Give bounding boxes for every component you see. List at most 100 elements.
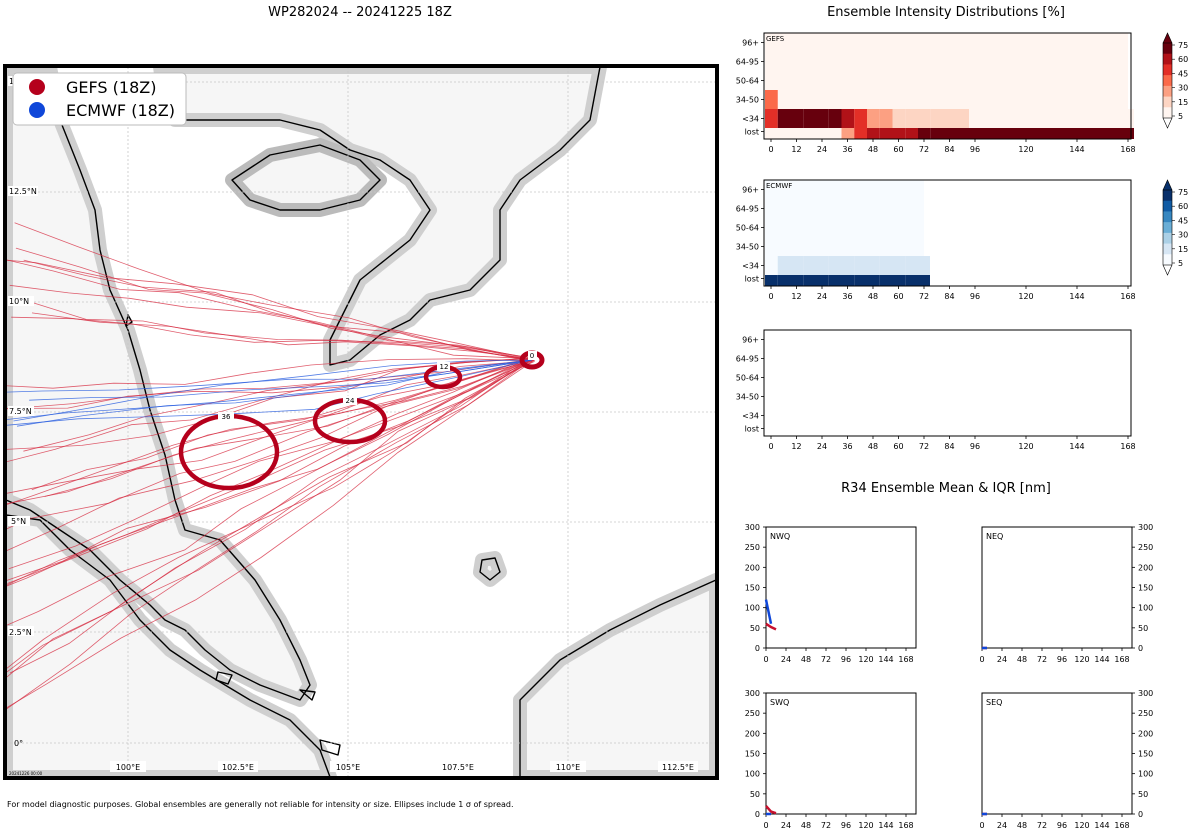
- heatmap-cell: [1097, 128, 1123, 139]
- r34-quadrant-seq: SEQ0 24 48 72 96 120 144 168050100150200250300: [979, 689, 1153, 830]
- legend-gefs-label: GEFS (18Z): [66, 78, 156, 97]
- r34-y-tick: 200: [745, 729, 760, 738]
- heatmap-cell: [803, 275, 816, 286]
- r34-x-tick: 48: [1017, 821, 1027, 830]
- heatmap-cell: [1122, 128, 1134, 139]
- lon-label-112-5: 112.5°E: [662, 763, 694, 772]
- lat-label-12-5: 12.5°N: [9, 187, 37, 196]
- r34-x-tick: 0: [763, 655, 768, 664]
- r34-y-tick: 0: [755, 810, 760, 819]
- heatmap-cell: [765, 275, 778, 286]
- r34-quadrant-swq: SWQ0 24 48 72 96 120 144 168050100150200250300: [745, 689, 916, 830]
- intensity-x-tick: 120: [1018, 442, 1033, 451]
- main-title: WP282024 -- 20241225 18Z: [200, 5, 520, 20]
- intensity-x-tick: 144: [1069, 442, 1084, 451]
- r34-y-tick: 0: [1138, 810, 1143, 819]
- legend-gefs-marker: [29, 79, 45, 95]
- r34-x-tick: 96: [1057, 655, 1067, 664]
- r34-y-tick: 250: [1138, 543, 1153, 552]
- heatmap-cell: [893, 275, 906, 286]
- heatmap-cell: [1071, 128, 1097, 139]
- heatmap-cell: [778, 256, 791, 275]
- legend-ecmwf-label: ECMWF (18Z): [66, 101, 175, 120]
- r34-x-tick: 96: [841, 655, 851, 664]
- heatmap-cell: [829, 109, 842, 128]
- r34-y-tick: 50: [1138, 624, 1148, 633]
- r34-y-tick: 100: [745, 604, 760, 613]
- heatmap-cell: [905, 256, 918, 275]
- r34-x-tick: 168: [898, 821, 913, 830]
- intensity-x-tick: 0: [768, 292, 773, 301]
- heatmap-cell: [1046, 109, 1072, 128]
- r34-x-tick: 144: [878, 655, 893, 664]
- heatmap-cell: [829, 256, 842, 275]
- intensity-x-tick: 72: [919, 442, 929, 451]
- r34-y-tick: 300: [1138, 523, 1153, 532]
- intensity-x-tick: 72: [919, 145, 929, 154]
- intensity-x-tick: 12: [791, 292, 801, 301]
- intensity-x-tick: 96: [970, 292, 980, 301]
- heatmap-cell: [1020, 109, 1046, 128]
- intensity-x-tick: 12: [791, 145, 801, 154]
- lon-label-107-5: 107.5°E: [442, 763, 474, 772]
- heatmap-cell: [931, 128, 944, 139]
- r34-x-tick: 168: [898, 655, 913, 664]
- heatmap-cell: [854, 275, 867, 286]
- heatmap-cell: [816, 275, 829, 286]
- colorbar-tick: 75: [1178, 188, 1188, 197]
- colorbar-tick: 30: [1178, 231, 1188, 240]
- intensity-x-tick: 168: [1120, 145, 1135, 154]
- r34-x-tick: 72: [821, 821, 831, 830]
- colorbar-tick: 5: [1178, 259, 1183, 268]
- heatmap-cell: [842, 128, 855, 139]
- lat-label-7-5: 7.5°N: [9, 407, 32, 416]
- intensity-x-tick: 24: [817, 442, 827, 451]
- r34-y-tick: 100: [1138, 604, 1153, 613]
- colorbar-tick: 60: [1178, 202, 1188, 211]
- intensity-y-label: lost: [745, 275, 759, 284]
- r34-quadrant-neq: NEQ0 24 48 72 96 120 144 168050100150200250300: [979, 523, 1153, 664]
- heatmap-cell: [765, 109, 778, 128]
- r34-y-tick: 100: [745, 770, 760, 779]
- r34-y-tick: 150: [745, 750, 760, 759]
- r34-y-tick: 50: [1138, 790, 1148, 799]
- intensity-x-tick: 72: [919, 292, 929, 301]
- heatmap-cell: [1097, 109, 1123, 128]
- r34-x-tick: 120: [1074, 821, 1089, 830]
- lat-label-5: 5°N: [11, 517, 26, 526]
- lon-label-110: 110°E: [556, 763, 580, 772]
- intensity-y-label: <34: [742, 262, 759, 271]
- intensity-title: Ensemble Intensity Distributions [%]: [760, 5, 1132, 20]
- intensity-y-label: 50-64: [736, 374, 759, 383]
- intensity-x-tick: 120: [1018, 145, 1033, 154]
- intensity-panel-2: 96+ 64-95 50-64 34-50 <34 lost 0 12 24 36 48 60 72 84…: [736, 180, 1188, 301]
- r34-x-tick: 168: [1114, 655, 1129, 664]
- intensity-y-label: 96+: [742, 186, 759, 195]
- r34-y-tick: 150: [1138, 750, 1153, 759]
- r34-x-tick: 72: [1037, 821, 1047, 830]
- heatmap-cell: [867, 109, 880, 128]
- heatmap-cell: [880, 128, 893, 139]
- heatmap-cell: [791, 109, 804, 128]
- heatmap-cell: [918, 128, 931, 139]
- heatmap-cell: [995, 109, 1021, 128]
- intensity-x-tick: 24: [817, 292, 827, 301]
- colorbar-blues: 75 60 45 30 15 5: [1163, 180, 1188, 275]
- colorbar-reds: 75 60 45 30 15 5: [1163, 33, 1188, 128]
- intensity-y-label: 34-50: [736, 243, 759, 252]
- colorbar-tick: 30: [1178, 84, 1188, 93]
- intensity-panel-label: ECMWF: [766, 182, 792, 190]
- intensity-x-tick: 84: [944, 442, 954, 451]
- r34-y-tick: 250: [1138, 709, 1153, 718]
- intensity-y-label: lost: [745, 128, 759, 137]
- intensity-panels: 96+64-9550-6434-50<34lost0 12 24 36 48 60 72 84…: [720, 25, 1200, 465]
- r34-y-tick: 300: [745, 689, 760, 698]
- r34-y-tick: 300: [1138, 689, 1153, 698]
- intensity-y-label: 64-95: [736, 205, 759, 214]
- lon-label-105: 105°E: [336, 763, 360, 772]
- intensity-x-tick: 24: [817, 145, 827, 154]
- intensity-y-label: 50-64: [736, 77, 759, 86]
- heatmap-cell: [842, 275, 855, 286]
- r34-x-tick: 48: [801, 821, 811, 830]
